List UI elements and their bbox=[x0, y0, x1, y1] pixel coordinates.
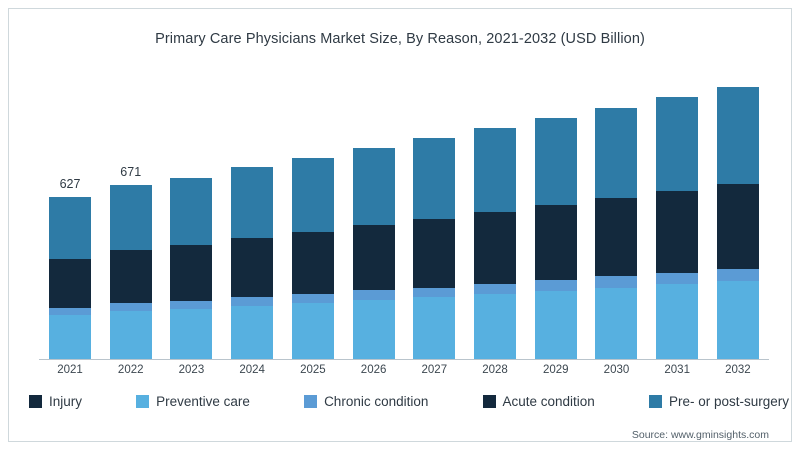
bar-segment[interactable] bbox=[656, 284, 699, 359]
bar-column[interactable] bbox=[474, 69, 517, 359]
legend-label: Acute condition bbox=[502, 394, 595, 409]
x-tick-label: 2023 bbox=[178, 364, 205, 376]
bar-segment[interactable] bbox=[474, 283, 517, 295]
bar-segment[interactable] bbox=[534, 280, 577, 292]
bar-segment[interactable] bbox=[231, 238, 274, 298]
x-tick-label: 2025 bbox=[300, 364, 326, 376]
legend-label: Chronic condition bbox=[324, 394, 429, 409]
x-tick-label: 2029 bbox=[542, 364, 569, 376]
bar-segment[interactable] bbox=[291, 232, 334, 295]
bar-segment[interactable] bbox=[656, 272, 699, 285]
bar-segment[interactable] bbox=[534, 205, 577, 281]
x-tick-label: 2022 bbox=[117, 364, 144, 376]
bar-segment[interactable] bbox=[474, 294, 517, 359]
bar-segment[interactable] bbox=[352, 225, 395, 291]
x-tick-label: 2021 bbox=[57, 364, 83, 376]
legend-item[interactable]: Chronic condition bbox=[304, 394, 428, 409]
bar-segment[interactable] bbox=[231, 305, 274, 359]
bar-segment[interactable] bbox=[534, 291, 577, 359]
bar-value-label: 671 bbox=[120, 165, 142, 180]
bar-segment[interactable] bbox=[231, 167, 274, 239]
bar-segment[interactable] bbox=[413, 219, 456, 288]
bar-column[interactable] bbox=[716, 69, 759, 359]
bar-segment[interactable] bbox=[170, 245, 213, 302]
bar-segment[interactable] bbox=[716, 87, 759, 185]
bar-segment[interactable] bbox=[595, 198, 638, 277]
chart-card: Primary Care Physicians Market Size, By … bbox=[8, 8, 792, 442]
bar-segment[interactable] bbox=[49, 307, 91, 316]
bar-segment[interactable] bbox=[291, 294, 334, 304]
bar-segment[interactable] bbox=[716, 281, 759, 359]
bar-segment[interactable] bbox=[656, 191, 699, 273]
bar-column[interactable] bbox=[231, 69, 274, 359]
bar-column[interactable] bbox=[291, 69, 334, 359]
bar-segment[interactable] bbox=[595, 276, 638, 288]
bar-segment[interactable] bbox=[352, 300, 395, 359]
bar-group: 627 671 bbox=[49, 69, 759, 359]
legend-swatch-icon bbox=[648, 395, 662, 408]
bar-segment[interactable] bbox=[170, 177, 213, 246]
x-axis-line bbox=[39, 359, 769, 360]
legend-swatch-icon bbox=[29, 395, 42, 408]
bar-segment[interactable] bbox=[49, 196, 91, 259]
bar-segment[interactable] bbox=[49, 315, 91, 359]
legend-item[interactable]: Injury bbox=[29, 394, 82, 409]
bar-segment[interactable] bbox=[413, 297, 456, 359]
chart-legend: Injury Preventive care Chronic condition Ac… bbox=[29, 394, 789, 409]
bar-segment[interactable] bbox=[109, 311, 152, 359]
legend-label: Pre- or post-surgery bbox=[668, 394, 789, 409]
bar-segment[interactable] bbox=[595, 107, 638, 199]
x-tick-label: 2026 bbox=[360, 364, 387, 376]
bar-segment[interactable] bbox=[716, 184, 759, 269]
legend-swatch-icon bbox=[136, 395, 150, 408]
bar-segment[interactable] bbox=[656, 97, 699, 192]
bar-segment[interactable] bbox=[352, 290, 395, 300]
legend-item[interactable]: Preventive care bbox=[136, 394, 250, 409]
legend-label: Preventive care bbox=[156, 394, 250, 409]
x-tick-label: 2030 bbox=[603, 364, 630, 376]
bar-segment[interactable] bbox=[231, 297, 274, 306]
bar-value-label: 627 bbox=[59, 176, 81, 191]
chart-title: Primary Care Physicians Market Size, By … bbox=[155, 31, 645, 47]
bar-column[interactable] bbox=[352, 69, 395, 359]
bar-segment[interactable] bbox=[716, 268, 759, 282]
bar-column[interactable] bbox=[413, 69, 456, 359]
bar-segment[interactable] bbox=[109, 250, 152, 304]
x-tick-label: 2028 bbox=[482, 364, 508, 376]
bar-column[interactable] bbox=[170, 69, 213, 359]
x-tick-label: 2031 bbox=[664, 364, 690, 376]
bar-segment[interactable] bbox=[170, 309, 213, 359]
bar-segment[interactable] bbox=[352, 147, 395, 226]
bar-segment[interactable] bbox=[49, 258, 91, 308]
bar-segment[interactable] bbox=[474, 128, 517, 213]
x-axis-labels: 2021 2022 2023 2024 2025 2026 2027 2028 2029 2030… bbox=[49, 364, 759, 376]
bar-segment[interactable] bbox=[291, 157, 334, 233]
bar-segment[interactable] bbox=[291, 303, 334, 359]
bar-segment[interactable] bbox=[413, 287, 456, 298]
legend-label: Injury bbox=[49, 394, 83, 409]
legend-item[interactable]: Pre- or post-surgery bbox=[648, 394, 789, 409]
legend-item[interactable]: Acute condition bbox=[482, 394, 595, 409]
x-tick-label: 2024 bbox=[239, 364, 265, 376]
bar-column[interactable] bbox=[534, 69, 577, 359]
bar-column[interactable] bbox=[656, 69, 699, 359]
plot-area: 627 671 bbox=[49, 69, 759, 359]
legend-swatch-icon bbox=[482, 395, 496, 408]
bar-segment[interactable] bbox=[413, 138, 456, 219]
bar-segment[interactable] bbox=[595, 287, 638, 359]
bar-segment[interactable] bbox=[534, 117, 577, 206]
x-tick-label: 2027 bbox=[421, 364, 448, 376]
bar-column[interactable] bbox=[595, 69, 638, 359]
bar-column[interactable]: 627 bbox=[49, 69, 91, 359]
bar-segment[interactable] bbox=[170, 301, 213, 310]
bar-segment[interactable] bbox=[109, 303, 152, 312]
bar-column[interactable]: 671 bbox=[109, 69, 152, 359]
x-tick-label: 2032 bbox=[725, 364, 751, 376]
legend-swatch-icon bbox=[304, 395, 318, 408]
bar-segment[interactable] bbox=[474, 212, 517, 284]
source-note: Source: www.gminsights.com bbox=[631, 429, 769, 441]
bar-segment[interactable] bbox=[109, 185, 152, 251]
